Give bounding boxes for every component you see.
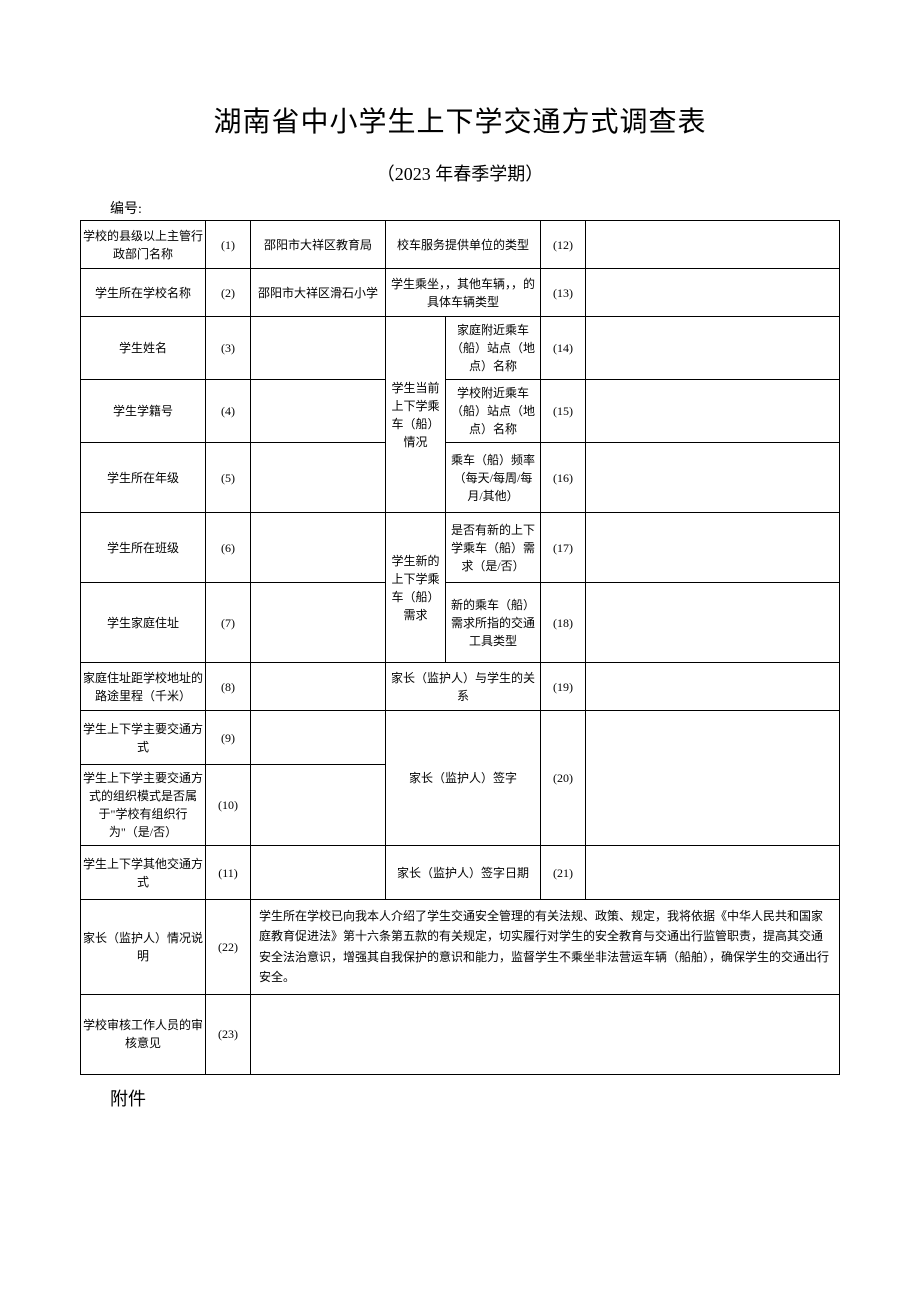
table-row: 学生所在班级 (6) 学生新的上下学乘车（船）需求 是否有新的上下学乘车（船）需… [81, 513, 840, 583]
field-value[interactable] [251, 711, 386, 765]
table-row: 学生上下学主要交通方式 (9) 家长（监护人）签字 (20) [81, 711, 840, 765]
field-num: (19) [541, 663, 586, 711]
field-label: 学生所在班级 [81, 513, 206, 583]
field-value[interactable] [251, 846, 386, 900]
field-num: (15) [541, 380, 586, 443]
field-num: (18) [541, 583, 586, 663]
table-row: 家长（监护人）情况说明 (22) 学生所在学校已向我本人介绍了学生交通安全管理的… [81, 900, 840, 995]
field-label: 学生上下学其他交通方式 [81, 846, 206, 900]
table-row: 学生所在年级 (5) 乘车（船）频率（每天/每周/每月/其他） (16) [81, 443, 840, 513]
field-num: (1) [206, 221, 251, 269]
field-num: (2) [206, 269, 251, 317]
field-num: (20) [541, 711, 586, 846]
table-row: 学生所在学校名称 (2) 邵阳市大祥区滑石小学 学生乘坐，，其他车辆，，的具体车… [81, 269, 840, 317]
field-num: (7) [206, 583, 251, 663]
table-row: 学生学籍号 (4) 学校附近乘车（船）站点（地点）名称 (15) [81, 380, 840, 443]
field-value[interactable] [251, 317, 386, 380]
field-label: 学校审核工作人员的审核意见 [81, 994, 206, 1074]
field-label: 是否有新的上下学乘车（船）需求（是/否） [446, 513, 541, 583]
field-label: 新的乘车（船）需求所指的交通工具类型 [446, 583, 541, 663]
field-value[interactable] [251, 994, 840, 1074]
table-row: 学校审核工作人员的审核意见 (23) [81, 994, 840, 1074]
field-num: (14) [541, 317, 586, 380]
table-row: 学校的县级以上主管行政部门名称 (1) 邵阳市大祥区教育局 校车服务提供单位的类… [81, 221, 840, 269]
field-num: (16) [541, 443, 586, 513]
field-label: 家长（监护人）与学生的关系 [386, 663, 541, 711]
field-label: 学生姓名 [81, 317, 206, 380]
field-num: (11) [206, 846, 251, 900]
field-label: 学生所在学校名称 [81, 269, 206, 317]
field-value[interactable] [251, 583, 386, 663]
field-label: 乘车（船）频率（每天/每周/每月/其他） [446, 443, 541, 513]
group-label: 学生新的上下学乘车（船）需求 [386, 513, 446, 663]
field-value[interactable] [586, 513, 840, 583]
table-row: 学生姓名 (3) 学生当前上下学乘车（船）情况 家庭附近乘车（船）站点（地点）名… [81, 317, 840, 380]
table-row: 家庭住址距学校地址的路途里程（千米） (8) 家长（监护人）与学生的关系 (19… [81, 663, 840, 711]
field-value[interactable] [586, 663, 840, 711]
field-num: (10) [206, 765, 251, 846]
survey-table: 学校的县级以上主管行政部门名称 (1) 邵阳市大祥区教育局 校车服务提供单位的类… [80, 220, 840, 1075]
field-value[interactable] [586, 846, 840, 900]
field-value[interactable] [251, 443, 386, 513]
field-value[interactable] [251, 380, 386, 443]
field-num: (6) [206, 513, 251, 583]
serial-label: 编号: [80, 198, 840, 218]
field-value[interactable] [586, 380, 840, 443]
table-row: 学生家庭住址 (7) 新的乘车（船）需求所指的交通工具类型 (18) [81, 583, 840, 663]
field-num: (4) [206, 380, 251, 443]
field-label: 学生家庭住址 [81, 583, 206, 663]
field-label: 校车服务提供单位的类型 [386, 221, 541, 269]
field-num: (3) [206, 317, 251, 380]
field-value[interactable] [251, 663, 386, 711]
field-num: (9) [206, 711, 251, 765]
field-value[interactable] [586, 583, 840, 663]
field-value[interactable] [586, 443, 840, 513]
page-subtitle: （2023 年春季学期） [80, 160, 840, 186]
field-num: (5) [206, 443, 251, 513]
field-label: 学生上下学主要交通方式的组织模式是否属于"学校有组织行为"（是/否） [81, 765, 206, 846]
field-label: 家长（监护人）签字日期 [386, 846, 541, 900]
field-label: 家长（监护人）签字 [386, 711, 541, 846]
field-label: 家庭住址距学校地址的路途里程（千米） [81, 663, 206, 711]
field-num: (17) [541, 513, 586, 583]
field-label: 家长（监护人）情况说明 [81, 900, 206, 995]
field-label: 学校的县级以上主管行政部门名称 [81, 221, 206, 269]
field-label: 学校附近乘车（船）站点（地点）名称 [446, 380, 541, 443]
field-label: 学生所在年级 [81, 443, 206, 513]
field-num: (21) [541, 846, 586, 900]
field-num: (8) [206, 663, 251, 711]
field-value[interactable] [586, 711, 840, 846]
field-label: 学生乘坐，，其他车辆，，的具体车辆类型 [386, 269, 541, 317]
field-value[interactable] [586, 317, 840, 380]
table-row: 学生上下学其他交通方式 (11) 家长（监护人）签字日期 (21) [81, 846, 840, 900]
field-value[interactable] [251, 765, 386, 846]
appendix-label: 附件 [80, 1085, 840, 1111]
field-label: 家庭附近乘车（船）站点（地点）名称 [446, 317, 541, 380]
guardian-description: 学生所在学校已向我本人介绍了学生交通安全管理的有关法规、政策、规定，我将依据《中… [251, 900, 840, 995]
page-title: 湖南省中小学生上下学交通方式调查表 [80, 100, 840, 140]
group-label: 学生当前上下学乘车（船）情况 [386, 317, 446, 513]
field-value[interactable]: 邵阳市大祥区滑石小学 [251, 269, 386, 317]
field-num: (13) [541, 269, 586, 317]
field-value[interactable] [251, 513, 386, 583]
field-num: (22) [206, 900, 251, 995]
field-num: (12) [541, 221, 586, 269]
field-value[interactable] [586, 269, 840, 317]
field-label: 学生学籍号 [81, 380, 206, 443]
field-num: (23) [206, 994, 251, 1074]
field-value[interactable] [586, 221, 840, 269]
field-label: 学生上下学主要交通方式 [81, 711, 206, 765]
field-value[interactable]: 邵阳市大祥区教育局 [251, 221, 386, 269]
